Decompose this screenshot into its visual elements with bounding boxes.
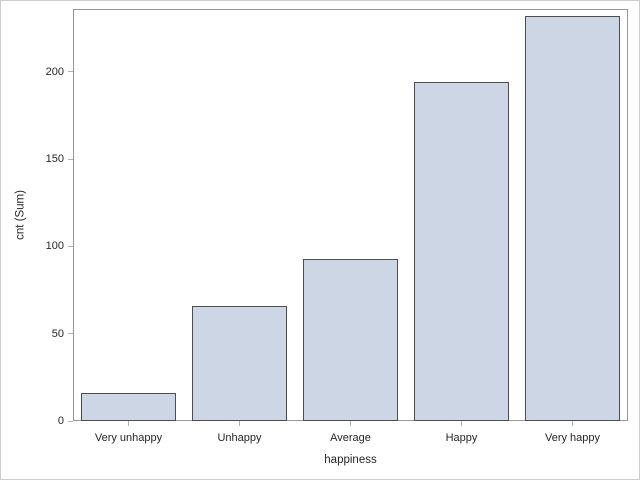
y-tick-label: 50 (51, 327, 64, 340)
x-category-label: Very happy (544, 432, 601, 444)
y-tick-mark (68, 420, 73, 422)
bar (303, 258, 398, 421)
bar (525, 15, 620, 421)
y-tick-mark (68, 158, 73, 160)
bar (414, 82, 509, 421)
x-category-label: Average (330, 432, 371, 444)
x-category-label: Very unhappy (94, 432, 163, 444)
y-tick-label: 150 (45, 153, 64, 166)
x-tick-mark (350, 421, 351, 426)
x-category-label: Happy (445, 432, 478, 444)
y-axis-title: cnt (Sum) (14, 190, 27, 240)
x-axis-title: happiness (324, 454, 377, 466)
y-tick-mark (68, 333, 73, 335)
x-tick-mark (239, 421, 240, 426)
y-tick-mark (68, 71, 73, 73)
x-tick-mark (461, 421, 462, 426)
x-category-label: Unhappy (217, 432, 262, 444)
bar (81, 393, 176, 421)
y-tick-label: 0 (57, 415, 64, 427)
y-tick-mark (68, 245, 73, 247)
x-tick-mark (572, 421, 573, 426)
x-tick-mark (128, 421, 129, 426)
y-tick-label: 100 (45, 240, 64, 253)
bar (192, 305, 287, 421)
y-tick-label: 200 (45, 65, 64, 78)
